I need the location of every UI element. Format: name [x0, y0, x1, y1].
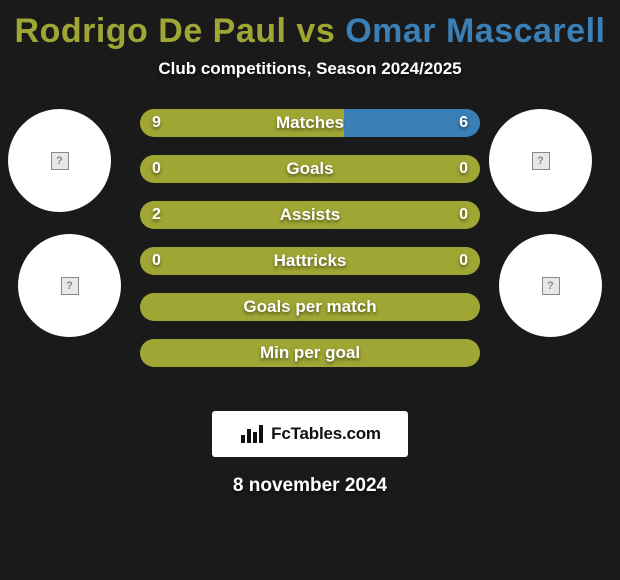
stat-bar-left [140, 293, 480, 321]
stat-row: Min per goal [140, 339, 480, 367]
title-left: Rodrigo De Paul [15, 12, 287, 50]
comparison-subtitle: Club competitions, Season 2024/2025 [0, 59, 620, 79]
stat-value-right: 0 [459, 247, 468, 275]
stat-row: Matches96 [140, 109, 480, 137]
stat-bar-left [140, 109, 344, 137]
stat-bars: Matches96Goals00Assists20Hattricks00Goal… [140, 109, 480, 385]
player1-avatar-primary: ? [8, 109, 111, 212]
stat-row: Goals00 [140, 155, 480, 183]
stat-bar-left [140, 247, 480, 275]
stat-value-left: 0 [152, 155, 161, 183]
source-brand: FcTables.com [271, 424, 381, 444]
source-badge: FcTables.com [212, 411, 408, 457]
comparison-title: Rodrigo De Paul vs Omar Mascarell [0, 0, 620, 51]
stat-row: Goals per match [140, 293, 480, 321]
stat-value-left: 0 [152, 247, 161, 275]
broken-image-icon: ? [532, 152, 550, 170]
stat-value-left: 9 [152, 109, 161, 137]
title-vs: vs [286, 12, 345, 50]
stat-value-right: 6 [459, 109, 468, 137]
broken-image-icon: ? [542, 277, 560, 295]
bars-logo-icon [239, 423, 265, 445]
stat-value-right: 0 [459, 201, 468, 229]
stat-bar-left [140, 339, 480, 367]
stat-bar-left [140, 201, 480, 229]
player2-avatar-secondary: ? [499, 234, 602, 337]
player2-avatar-primary: ? [489, 109, 592, 212]
broken-image-icon: ? [51, 152, 69, 170]
snapshot-date: 8 november 2024 [0, 475, 620, 497]
player1-avatar-secondary: ? [18, 234, 121, 337]
stat-bar-left [140, 155, 480, 183]
stat-value-left: 2 [152, 201, 161, 229]
stat-row: Assists20 [140, 201, 480, 229]
comparison-stage: ? ? ? ? Matches96Goals00Assists20Hattric… [0, 101, 620, 411]
stat-row: Hattricks00 [140, 247, 480, 275]
title-right: Omar Mascarell [345, 12, 605, 50]
broken-image-icon: ? [61, 277, 79, 295]
stat-value-right: 0 [459, 155, 468, 183]
